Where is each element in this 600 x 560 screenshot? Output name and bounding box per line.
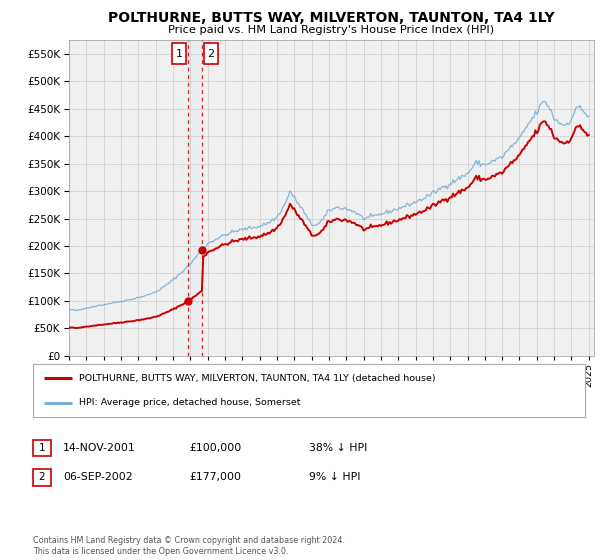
FancyBboxPatch shape: [203, 43, 218, 64]
Text: POLTHURNE, BUTTS WAY, MILVERTON, TAUNTON, TA4 1LY (detached house): POLTHURNE, BUTTS WAY, MILVERTON, TAUNTON…: [79, 374, 436, 383]
FancyBboxPatch shape: [33, 364, 585, 417]
FancyBboxPatch shape: [33, 440, 51, 456]
Text: Price paid vs. HM Land Registry's House Price Index (HPI): Price paid vs. HM Land Registry's House …: [168, 25, 494, 35]
FancyBboxPatch shape: [33, 469, 51, 486]
Text: 1: 1: [176, 49, 182, 59]
Text: POLTHURNE, BUTTS WAY, MILVERTON, TAUNTON, TA4 1LY: POLTHURNE, BUTTS WAY, MILVERTON, TAUNTON…: [108, 11, 554, 25]
Text: Contains HM Land Registry data © Crown copyright and database right 2024.
This d: Contains HM Land Registry data © Crown c…: [33, 536, 345, 556]
Text: 06-SEP-2002: 06-SEP-2002: [63, 472, 133, 482]
Text: 1: 1: [38, 443, 46, 453]
Text: HPI: Average price, detached house, Somerset: HPI: Average price, detached house, Some…: [79, 398, 301, 407]
Bar: [188, 40, 202, 356]
Text: £100,000: £100,000: [189, 443, 241, 453]
Text: 38% ↓ HPI: 38% ↓ HPI: [309, 443, 367, 453]
Text: 14-NOV-2001: 14-NOV-2001: [63, 443, 136, 453]
Text: 9% ↓ HPI: 9% ↓ HPI: [309, 472, 361, 482]
FancyBboxPatch shape: [172, 43, 187, 64]
Text: 2: 2: [38, 472, 46, 482]
Text: 2: 2: [207, 49, 214, 59]
Text: £177,000: £177,000: [189, 472, 241, 482]
